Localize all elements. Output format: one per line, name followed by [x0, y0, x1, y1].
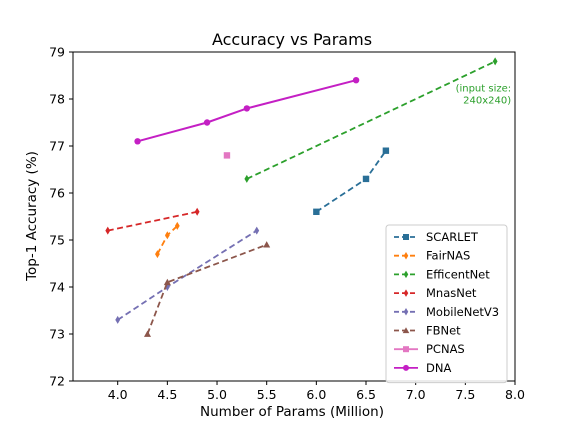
data-point-pcnas — [223, 152, 231, 159]
plot-border — [72, 51, 516, 382]
legend-marker — [403, 251, 409, 260]
legend-marker — [403, 346, 409, 353]
input-size-annotation: (input size: 240x240) — [456, 83, 512, 106]
series-line-efficentnet — [246, 60, 496, 180]
series-line-fairnas — [156, 225, 178, 255]
chart-title: Accuracy vs Params — [212, 30, 372, 49]
data-point-mobilenetv3 — [254, 226, 260, 235]
series-line-mnasnet — [107, 210, 198, 232]
data-point-scarlet — [362, 175, 370, 183]
data-point-mnasnet — [105, 226, 111, 235]
y-tick-label: 73 — [49, 327, 65, 342]
y-tick-label: 77 — [49, 139, 65, 154]
y-tick-label: 72 — [49, 374, 65, 389]
legend-label: MobileNetV3 — [426, 305, 499, 319]
x-tick-label: 8.0 — [505, 387, 525, 402]
data-point-mnasnet — [194, 207, 200, 216]
legend-marker — [403, 270, 409, 279]
legend-entry-fairnas: FairNAS — [394, 249, 470, 263]
series-fairnas — [155, 221, 180, 259]
legend-entry-mnasnet: MnasNet — [394, 286, 477, 300]
data-point-dna — [352, 77, 360, 84]
annotation-line: (input size: — [456, 83, 512, 94]
data-point-mobilenetv3 — [115, 315, 121, 324]
annotation-line: 240x240) — [463, 95, 511, 106]
series-line-dna — [137, 79, 357, 143]
legend-box — [385, 224, 508, 384]
legend-marker — [403, 289, 409, 297]
legend: SCARLET FairNAS EfficentNet MnasNet MobileNe… — [385, 224, 508, 384]
data-point-fbnet — [163, 278, 171, 286]
legend-entry-pcnas: PCNAS — [394, 342, 465, 356]
y-axis-ticks: 72 73 74 75 76 77 78 79 — [49, 45, 73, 389]
plot-frame — [72, 51, 516, 382]
legend-entry-mobilenetv3: MobileNetV3 — [394, 305, 499, 319]
legend-marker — [403, 308, 409, 316]
legend-label: FBNet — [426, 324, 461, 338]
series-layer — [105, 57, 498, 337]
data-point-dna — [134, 138, 141, 145]
x-tick-label: 6.0 — [306, 387, 326, 402]
data-point-fairnas — [174, 221, 180, 230]
annotation-layer: (input size: 240x240) — [456, 83, 512, 106]
x-tick-label: 4.5 — [157, 387, 177, 402]
series-dna — [134, 77, 360, 145]
data-point-efficentnet — [492, 57, 498, 66]
legend-marker — [403, 234, 409, 240]
legend-label: SCARLET — [426, 230, 479, 244]
legend-entry-scarlet: SCARLET — [394, 230, 479, 244]
legend-label: FairNAS — [426, 249, 470, 263]
legend-entry-efficentnet: EfficentNet — [394, 267, 490, 281]
legend-entry-fbnet: FBNet — [394, 324, 461, 338]
legend-label: PCNAS — [426, 342, 465, 356]
data-point-fbnet — [143, 330, 152, 337]
y-tick-label: 79 — [49, 45, 65, 60]
legend-marker — [402, 327, 410, 334]
y-tick-label: 74 — [49, 280, 65, 295]
data-point-scarlet — [313, 208, 320, 215]
series-line-fbnet — [146, 243, 268, 335]
x-tick-label: 6.5 — [356, 387, 376, 402]
series-scarlet — [313, 147, 390, 215]
x-tick-label: 7.0 — [406, 387, 426, 402]
data-point-fairnas — [164, 231, 170, 240]
series-mnasnet — [105, 207, 200, 235]
series-fbnet — [143, 241, 271, 337]
data-point-fairnas — [155, 250, 160, 259]
y-tick-label: 75 — [49, 233, 65, 248]
x-tick-label: 5.5 — [257, 387, 277, 402]
legend-label: EfficentNet — [426, 267, 490, 281]
data-point-fbnet — [263, 241, 271, 248]
series-pcnas — [223, 152, 231, 159]
y-tick-label: 76 — [49, 186, 65, 201]
legend-marker — [403, 364, 409, 371]
data-point-efficentnet — [244, 174, 250, 183]
x-tick-label: 7.5 — [455, 387, 475, 402]
data-point-dna — [203, 119, 211, 126]
y-axis-label: Top-1 Accuracy (%) — [24, 151, 40, 282]
legend-label: MnasNet — [426, 286, 477, 300]
legend-entry-dna: DNA — [394, 361, 451, 375]
y-tick-label: 78 — [49, 92, 65, 107]
series-line-scarlet — [315, 150, 387, 213]
data-point-scarlet — [382, 147, 390, 154]
x-axis-ticks: 4.0 4.5 5.0 5.5 6.0 6.5 7.0 7.5 8.0 — [108, 381, 525, 402]
data-point-dna — [243, 105, 251, 112]
legend-label: DNA — [426, 361, 451, 375]
x-tick-label: 4.0 — [108, 387, 128, 402]
series-efficentnet — [244, 57, 498, 183]
x-axis-label: Number of Params (Million) — [200, 404, 384, 420]
x-tick-label: 5.0 — [207, 387, 227, 402]
